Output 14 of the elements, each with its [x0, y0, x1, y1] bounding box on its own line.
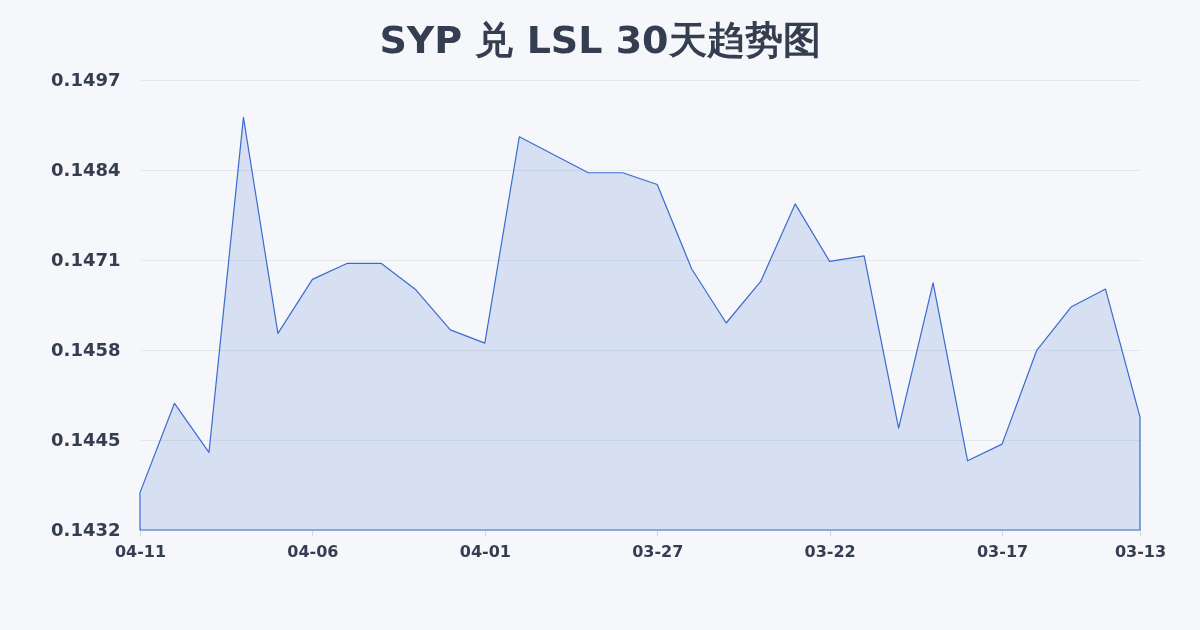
y-tick-label: 0.1445: [51, 428, 121, 450]
x-tick-label: 03-22: [804, 541, 856, 561]
y-tick-label: 0.1432: [51, 518, 121, 540]
x-tick-label: 04-11: [114, 541, 167, 561]
x-tick-label: 04-01: [459, 541, 511, 561]
y-tick-label: 0.1471: [51, 248, 121, 270]
y-tick-label: 0.1497: [51, 68, 121, 90]
x-tick-label: 04-06: [287, 541, 339, 561]
y-tick-label: 0.1484: [51, 158, 121, 180]
y-tick-label: 0.1458: [51, 338, 121, 360]
x-tick-label: 03-17: [976, 541, 1029, 561]
x-tick-label: 03-27: [632, 541, 684, 561]
x-tick-label: 03-13: [1114, 541, 1167, 561]
chart-title: SYP 兑 LSL 30天趋势图: [379, 18, 821, 62]
